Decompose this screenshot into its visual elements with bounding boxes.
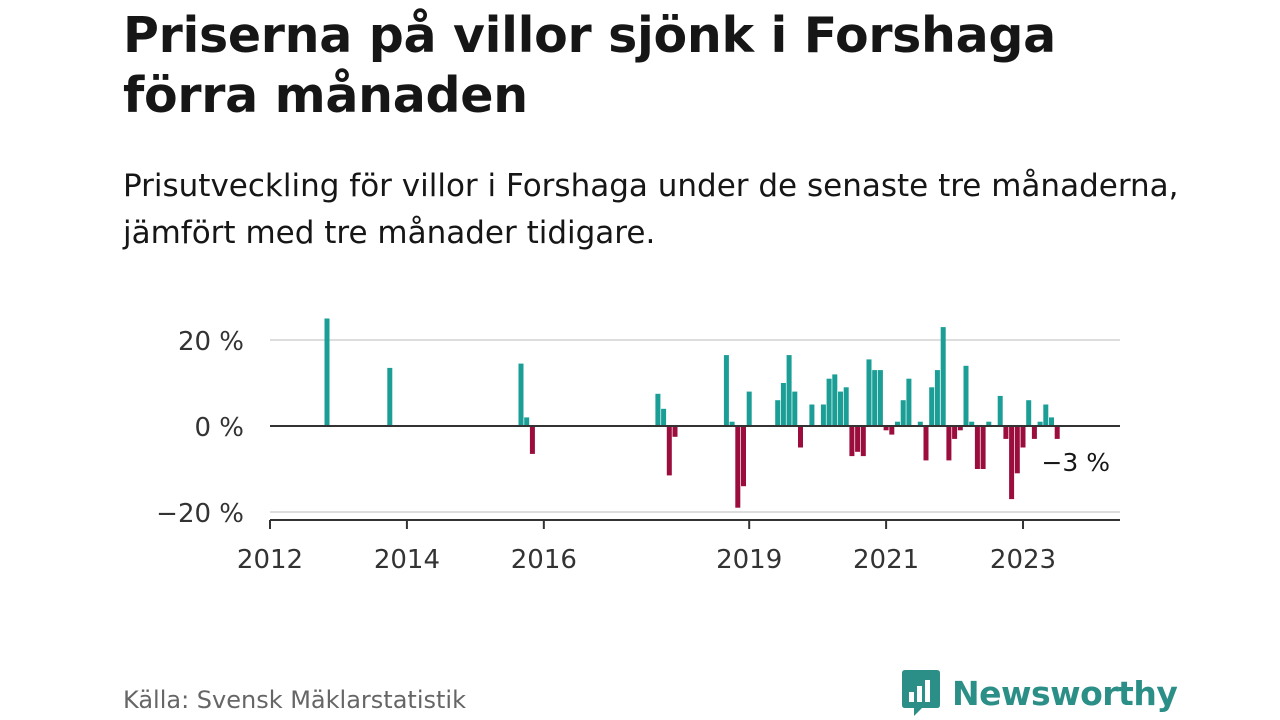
- bar: [1003, 426, 1009, 439]
- brand-name: Newsworthy: [952, 673, 1178, 713]
- page-title: Priserna på villor sjönk i Forshaga förr…: [123, 7, 1056, 124]
- bar: [895, 421, 900, 426]
- brand-logo: Newsworthy: [900, 668, 1178, 718]
- bar: [832, 374, 838, 426]
- bar: [524, 417, 530, 426]
- bar: [661, 408, 667, 426]
- bar: [838, 391, 843, 426]
- bar: [969, 421, 975, 426]
- bar: [723, 355, 729, 427]
- bar: [775, 400, 781, 426]
- bar: [963, 365, 969, 426]
- bar: [843, 387, 849, 426]
- bar: [1031, 426, 1037, 439]
- bar: [387, 367, 393, 426]
- bar: [1026, 400, 1032, 426]
- x-tick-label: 2019: [716, 545, 782, 575]
- bar: [1043, 404, 1049, 426]
- bar: [952, 426, 958, 439]
- bar: [900, 400, 906, 426]
- bar: [872, 370, 878, 426]
- newsworthy-logo-icon: [902, 670, 940, 716]
- bar: [946, 426, 952, 461]
- bar: [809, 404, 815, 426]
- y-tick-label: 0 %: [194, 413, 244, 443]
- bar: [906, 378, 912, 426]
- bar: [957, 426, 963, 431]
- bar: [929, 387, 935, 426]
- bar: [1054, 426, 1060, 439]
- price-change-bar-chart: 20 % 0 % −20 % 2012 2014 2016 2019 2021 2023 −3 %: [156, 318, 1120, 575]
- bar: [672, 426, 678, 437]
- bar: [741, 426, 746, 487]
- bar: [729, 421, 735, 426]
- bar: [917, 421, 923, 426]
- bar: [1020, 426, 1026, 448]
- bar: [849, 426, 855, 457]
- bar: [1049, 417, 1054, 426]
- bar: [997, 395, 1003, 426]
- bar: [820, 404, 826, 426]
- bar: [860, 426, 866, 457]
- x-tick-label: 2023: [990, 545, 1056, 575]
- bar: [883, 426, 889, 431]
- bar: [1014, 426, 1020, 474]
- bar: [826, 378, 832, 426]
- bar: [1037, 421, 1043, 426]
- bar: [877, 370, 883, 426]
- bar: [1009, 426, 1015, 500]
- bar: [655, 393, 661, 427]
- bar: [746, 391, 752, 426]
- bar: [923, 426, 929, 461]
- bar: [798, 426, 803, 448]
- bar: [780, 383, 786, 426]
- bar: [529, 426, 535, 454]
- bar: [889, 426, 895, 435]
- source-note: Källa: Svensk Mäklarstatistik: [123, 686, 466, 714]
- bar: [986, 421, 992, 426]
- y-tick-label: −20 %: [156, 499, 244, 529]
- bar: [974, 426, 980, 469]
- bar: [786, 355, 792, 427]
- bar: [518, 363, 524, 426]
- page-subtitle: Prisutveckling för villor i Forshaga und…: [123, 168, 1179, 251]
- bar: [940, 327, 946, 426]
- y-tick-label: 20 %: [178, 327, 244, 357]
- bar: [934, 370, 940, 426]
- last-value-label: −3 %: [1041, 448, 1110, 477]
- bar: [324, 318, 330, 426]
- bar: [735, 426, 741, 508]
- bar: [866, 359, 872, 426]
- x-tick-label: 2016: [511, 545, 577, 575]
- bar: [855, 426, 861, 452]
- x-tick-label: 2014: [374, 545, 440, 575]
- x-tick-label: 2012: [237, 545, 303, 575]
- x-tick-label: 2021: [853, 545, 919, 575]
- bar: [792, 391, 798, 426]
- bar: [666, 426, 672, 476]
- bar: [980, 426, 986, 469]
